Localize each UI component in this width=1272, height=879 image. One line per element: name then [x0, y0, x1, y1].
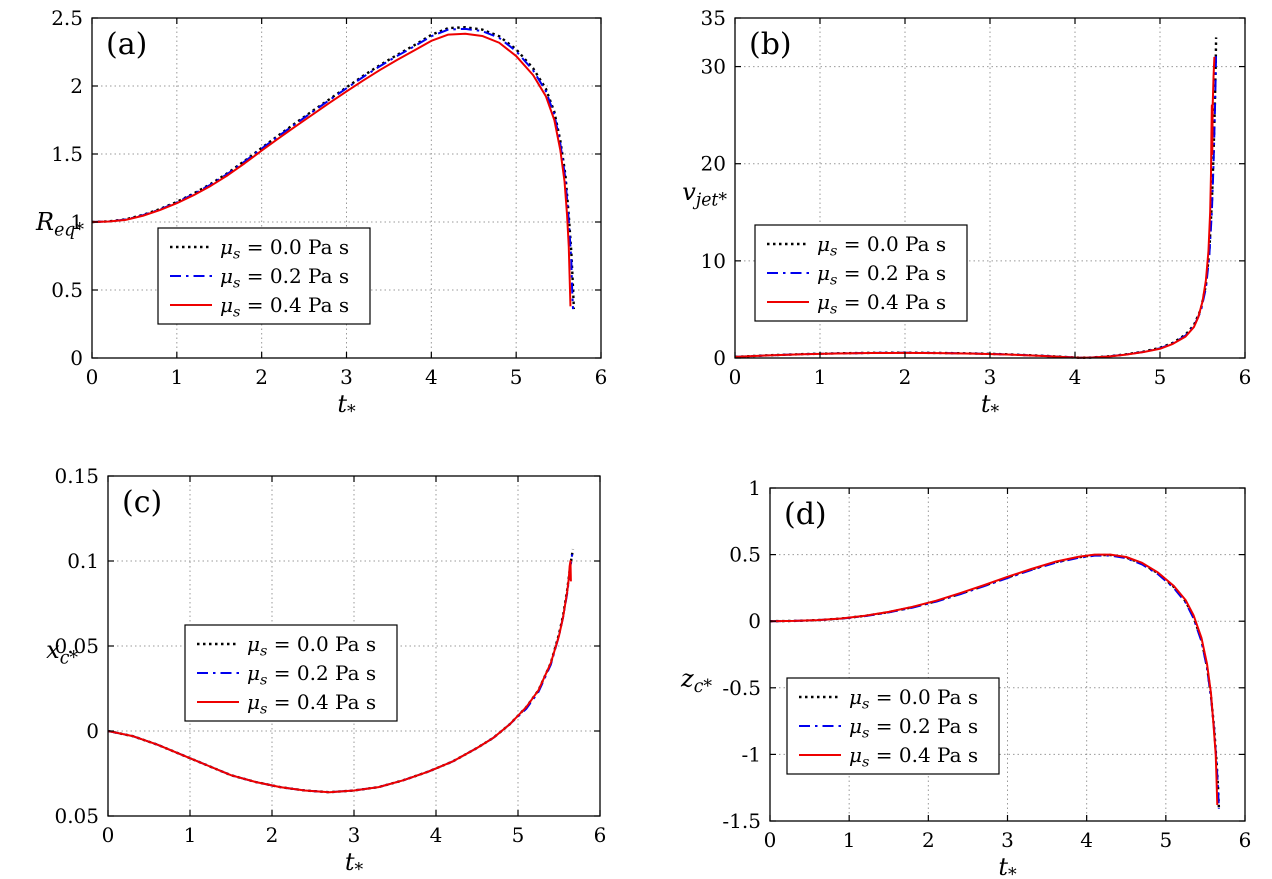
legend: μs = 0.0 Pa sμs = 0.2 Pa sμs = 0.4 Pa s	[184, 624, 398, 722]
tick-marks	[769, 487, 1246, 822]
x-tick-label: 0	[729, 365, 742, 389]
legend-label-1: μs = 0.2 Pa s	[247, 661, 376, 688]
y-axis-label: zc*	[680, 665, 712, 697]
legend-label-2: μs = 0.4 Pa s	[817, 290, 946, 317]
legend-label-0: μs = 0.0 Pa s	[247, 632, 376, 659]
y-tick-label: 35	[701, 6, 726, 30]
x-axis-label: t*	[981, 390, 1000, 422]
legend-label-1: μs = 0.2 Pa s	[849, 714, 978, 741]
x-tick-label: 4	[1069, 365, 1082, 389]
x-tick-label: 6	[595, 365, 608, 389]
y-tick-label: 10	[701, 249, 726, 273]
legend-label-1: μs = 0.2 Pa s	[220, 264, 349, 291]
y-tick-label: -0.5	[722, 676, 761, 700]
plot-a: 0 1 2 3 4 5 6 0 0.5 1 1.5 2 2.5 t* Req* (a) μs = 0.0 Pa …	[35, 6, 608, 422]
legend-label-0: μs = 0.0 Pa s	[817, 232, 946, 259]
legend-label-0: μs = 0.0 Pa s	[849, 685, 978, 712]
y-tick-label: 0.15	[54, 464, 99, 488]
x-tick-label: 0	[86, 365, 99, 389]
x-tick-label: 3	[340, 365, 353, 389]
y-tick-label: 0.5	[51, 278, 83, 302]
x-tick-label: 5	[1159, 828, 1172, 852]
legend-box	[157, 227, 371, 325]
y-tick-label: 0.05	[54, 634, 99, 658]
x-axis-label: t*	[998, 853, 1017, 877]
tick-marks	[107, 475, 601, 817]
x-tick-label: 3	[348, 823, 361, 847]
panel-c: 0 1 2 3 4 5 6 0.05 0 0.05 0.1 0.15 t* xc* (c) μs = 0.0 …	[20, 444, 620, 877]
x-tick-label: 0	[764, 828, 777, 852]
y-tick-label: 0	[70, 346, 83, 370]
plot-d: 0 1 2 3 4 5 6 -1.5 -1 -0.5 0 0.5 1 t* zc* (d) μs = 0.0 P…	[680, 476, 1252, 877]
y-tick-label: 0	[748, 609, 761, 633]
x-tick-label: 3	[984, 365, 997, 389]
y-tick-label: 0.5	[729, 543, 761, 567]
series-line-2	[107, 560, 572, 794]
tick-marks	[91, 17, 602, 359]
legend: μs = 0.0 Pa sμs = 0.2 Pa sμs = 0.4 Pa s	[157, 227, 371, 325]
y-tick-label: -1.5	[722, 809, 761, 833]
x-tick-label: 4	[425, 365, 438, 389]
panel-d: 0 1 2 3 4 5 6 -1.5 -1 -0.5 0 0.5 1 t* zc* (d) μs = 0.0 P…	[665, 444, 1272, 877]
x-tick-label: 2	[922, 828, 935, 852]
y-axis-label: Req*	[35, 208, 84, 240]
x-tick-label: 1	[814, 365, 827, 389]
x-tick-label: 2	[899, 365, 912, 389]
x-tick-label: 4	[430, 823, 443, 847]
series-line-2	[91, 32, 572, 307]
legend-label-0: μs = 0.0 Pa s	[220, 235, 349, 262]
tick-marks	[734, 17, 1246, 359]
x-axis-label: t*	[337, 390, 356, 422]
legend-box	[184, 624, 398, 722]
panel-letter: (b)	[749, 27, 792, 62]
x-tick-label: 5	[1154, 365, 1167, 389]
panel-letter: (a)	[106, 27, 147, 62]
series-line-2	[769, 553, 1219, 806]
legend-box	[754, 224, 968, 322]
x-tick-label: 3	[1001, 828, 1014, 852]
x-tick-label: 1	[170, 365, 183, 389]
panel-a: 0 1 2 3 4 5 6 0 0.5 1 1.5 2 2.5 t* Req* (a) μs = 0.0 Pa …	[6, 2, 626, 442]
x-tick-label: 1	[184, 823, 197, 847]
legend-label-1: μs = 0.2 Pa s	[817, 261, 946, 288]
panel-letter: (c)	[122, 485, 162, 520]
x-tick-label: 4	[1080, 828, 1093, 852]
y-tick-label: 2.5	[51, 6, 83, 30]
y-tick-label: 2	[70, 74, 83, 98]
y-tick-label: 1	[748, 476, 761, 500]
x-tick-label: 1	[843, 828, 856, 852]
y-tick-label: 0.05	[54, 804, 99, 828]
series-line-2	[734, 56, 1216, 359]
legend-label-2: μs = 0.4 Pa s	[220, 293, 349, 320]
x-tick-label: 5	[510, 365, 523, 389]
x-tick-label: 6	[594, 823, 607, 847]
panel-letter: (d)	[784, 497, 827, 532]
x-tick-label: 6	[1239, 828, 1252, 852]
x-tick-label: 6	[1239, 365, 1252, 389]
y-tick-label: 1	[70, 210, 83, 234]
y-tick-label: 0	[86, 719, 99, 743]
x-tick-label: 5	[512, 823, 525, 847]
y-axis-label: vjet*	[682, 178, 727, 210]
legend-box	[786, 677, 1000, 775]
x-axis-label: t*	[345, 848, 364, 877]
x-tick-label: 2	[255, 365, 268, 389]
y-tick-label: 30	[701, 55, 726, 79]
x-tick-label: 2	[266, 823, 279, 847]
y-tick-label: 0.1	[67, 549, 99, 573]
y-tick-label: 20	[701, 152, 726, 176]
x-tick-label: 0	[102, 823, 115, 847]
y-axis-label: xc*	[46, 636, 78, 668]
legend: μs = 0.0 Pa sμs = 0.2 Pa sμs = 0.4 Pa s	[754, 224, 968, 322]
y-tick-label: -1	[742, 742, 761, 766]
legend-label-2: μs = 0.4 Pa s	[247, 690, 376, 717]
y-tick-label: 0	[713, 346, 726, 370]
legend-label-2: μs = 0.4 Pa s	[849, 743, 978, 770]
legend: μs = 0.0 Pa sμs = 0.2 Pa sμs = 0.4 Pa s	[786, 677, 1000, 775]
y-tick-label: 1.5	[51, 142, 83, 166]
